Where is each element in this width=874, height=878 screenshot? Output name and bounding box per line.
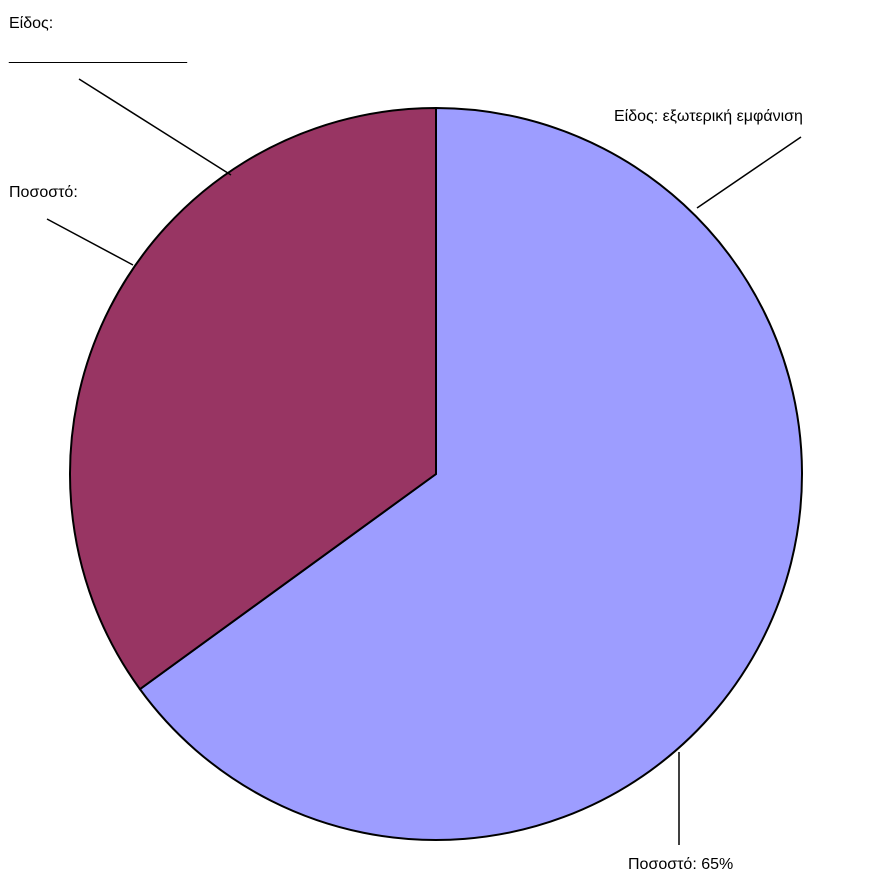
- leader-lines: [46, 78, 802, 845]
- leader-line-slice-1-value: [46, 218, 134, 266]
- pie-slice-0: [138, 106, 803, 841]
- leader-line-slice-1-category: [78, 78, 232, 176]
- pie-slice-1: [69, 106, 437, 691]
- slice-1-category-label: Είδος:: [9, 15, 53, 32]
- slice-0-category-label: Είδος: εξωτερική εμφάνιση: [614, 108, 803, 125]
- slice-0-value-label: Ποσοστό: 65%: [628, 856, 733, 873]
- slice-1-value-label: Ποσοστό:: [9, 184, 78, 201]
- slice-1-category-blank: ____________________: [8, 47, 188, 64]
- leader-line-slice-0-category: [696, 136, 802, 209]
- slice-labels: Είδος: εξωτερική εμφάνιση Ποσοστό: 65% Ε…: [8, 15, 803, 873]
- pie-slices: [69, 106, 803, 841]
